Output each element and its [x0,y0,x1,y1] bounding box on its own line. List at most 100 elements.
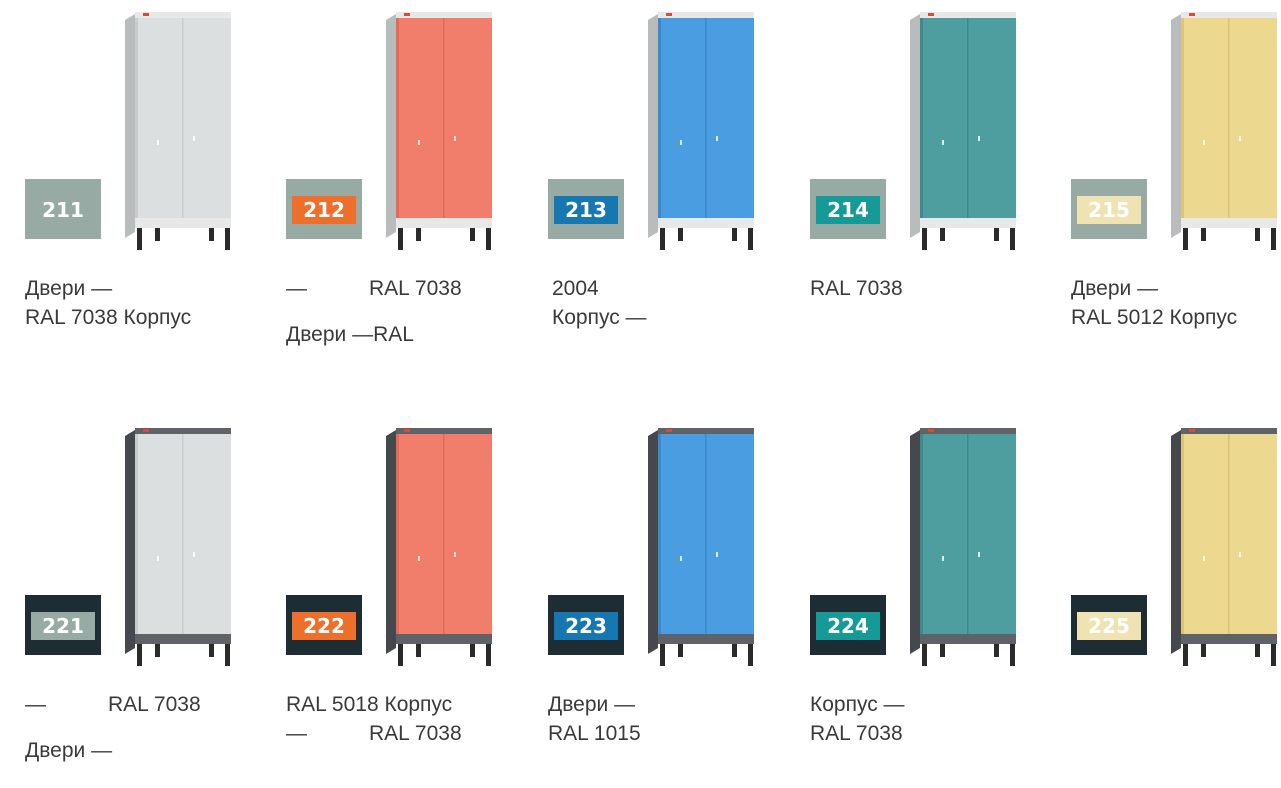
cabinet-door-left [1181,18,1228,218]
cabinet-door-seam [443,434,445,634]
cabinet-leg [1201,644,1206,657]
locker-option-212[interactable]: 212 — RAL 7038 Двери —RAL [286,12,526,372]
locker-image [644,428,764,678]
locker-option-224[interactable]: 224 Корпус — RAL 7038 [810,428,1050,788]
description-line: RAL 5012 Корпус [1071,306,1238,329]
cabinet-lock-mark [404,13,410,16]
locker-option-225[interactable]: 225 [1071,428,1281,788]
cabinet-door-handle [680,556,682,561]
cabinet-lock-mark [928,13,934,16]
cabinet-leg [678,644,683,657]
cabinet-door-right [444,434,492,634]
description-line: Корпус — [810,693,905,716]
cabinet-leg [940,644,945,657]
cabinet-leg [660,644,665,666]
cabinet-base [396,218,492,228]
locker-image [644,12,764,262]
cabinet-leg [1271,644,1276,666]
cabinet-door-handle [978,136,980,141]
locker-cabinet [910,12,1016,250]
model-number: 213 [554,196,618,224]
locker-option-222[interactable]: 222 RAL 5018 Корпус — RAL 7038 [286,428,526,788]
cabinet-door-right [1229,434,1277,634]
cabinet-door-handle [978,552,980,557]
cabinet-top [135,12,231,18]
cabinet-leg [940,228,945,241]
cabinet-side-panel [648,14,658,238]
cabinet-base [135,634,231,644]
model-badge: 211 [25,179,101,239]
model-number: 211 [31,196,95,224]
locker-option-213[interactable]: 213 2004 Корпус — [548,12,788,372]
cabinet-door-right [968,18,1016,218]
cabinet-top [920,12,1016,18]
cabinet-leg [398,228,403,250]
cabinet-leg [209,228,214,241]
cabinet-base [658,218,754,228]
cabinet-leg [732,644,737,657]
cabinet-leg [1010,644,1015,666]
model-badge: 222 [286,595,362,655]
cabinet-top [1181,428,1277,434]
cabinet-door-seam [1228,18,1230,218]
description-line: — [286,277,307,300]
cabinet-door-seam [705,434,707,634]
cabinet-lock-mark [404,429,410,432]
cabinet-leg [922,228,927,250]
cabinet-door-left [396,434,443,634]
locker-option-211[interactable]: 211 Двери — RAL 7038 Корпус [25,12,265,372]
model-badge: 215 [1071,179,1147,239]
cabinet-leg [1010,228,1015,250]
cabinet-door-left [135,434,182,634]
cabinet-base [1181,218,1277,228]
locker-option-221[interactable]: 221 — RAL 7038 Двери — [25,428,265,788]
model-number: 215 [1077,196,1141,224]
cabinet-door-handle [418,140,420,145]
cabinet-base [1181,634,1277,644]
locker-cabinet [648,12,754,250]
locker-option-215[interactable]: 215 Двери — RAL 5012 Корпус [1071,12,1281,372]
description-line: RAL 7038 [810,722,903,745]
cabinet-leg [225,644,230,666]
cabinet-side-panel [386,430,396,654]
model-badge: 223 [548,595,624,655]
locker-option-214[interactable]: 214 RAL 7038 [810,12,1050,372]
cabinet-door-left [658,434,705,634]
locker-image [382,12,502,262]
cabinet-door-edge [658,18,661,218]
description-line: — [25,693,46,716]
cabinet-door-edge [920,18,923,218]
cabinet-door-right [706,18,754,218]
cabinet-door-handle [1239,552,1241,557]
cabinet-base [396,634,492,644]
cabinet-leg [994,228,999,241]
cabinet-door-handle [418,556,420,561]
cabinet-leg [155,228,160,241]
description-line: RAL 5018 Корпус [286,693,453,716]
cabinet-leg [1201,228,1206,241]
model-badge: 225 [1071,595,1147,655]
cabinet-base [920,634,1016,644]
description-line: RAL 7038 [369,277,462,300]
cabinet-side-panel [125,14,135,238]
cabinet-lock-mark [1189,429,1195,432]
cabinet-door-right [968,434,1016,634]
cabinet-door-handle [1203,556,1205,561]
model-number: 223 [554,612,618,640]
cabinet-leg [748,644,753,666]
cabinet-door-handle [454,136,456,141]
model-number: 214 [816,196,880,224]
locker-cabinet [910,428,1016,666]
cabinet-door-handle [454,552,456,557]
description-line: RAL 7038 [810,277,903,300]
cabinet-door-seam [1228,434,1230,634]
cabinet-leg [137,228,142,250]
cabinet-leg [155,644,160,657]
locker-option-223[interactable]: 223 Двери — RAL 1015 [548,428,788,788]
cabinet-door-left [135,18,182,218]
cabinet-lock-mark [143,13,149,16]
cabinet-door-edge [1181,18,1184,218]
cabinet-top [396,12,492,18]
locker-image [906,428,1026,678]
cabinet-leg [1255,644,1260,657]
